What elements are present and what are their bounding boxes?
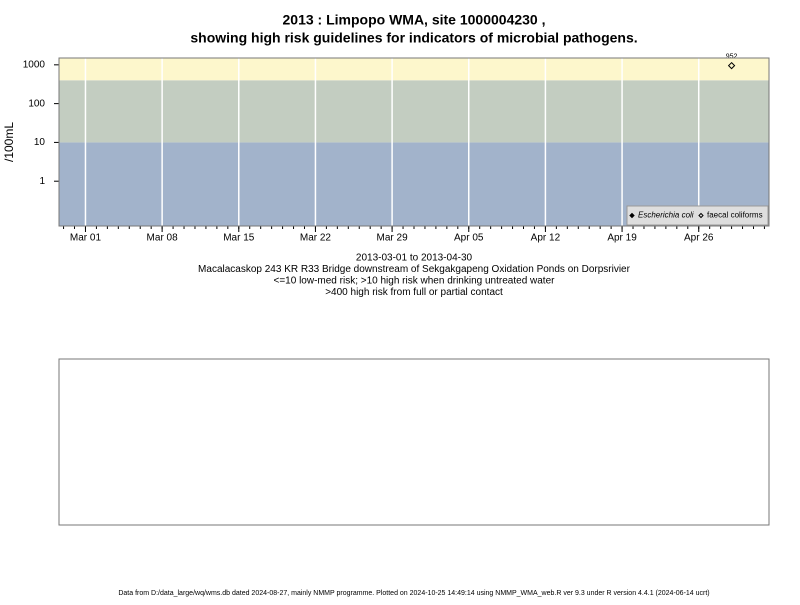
legend-box xyxy=(626,205,769,226)
chart-title: 2013 : Limpopo WMA, site 1000004230 , xyxy=(283,12,546,28)
x-tick-label: Mar 08 xyxy=(147,233,179,244)
plot-frame xyxy=(58,57,770,227)
legend-label: Escherichia coli xyxy=(638,211,694,220)
x-tick-label: Mar 22 xyxy=(300,233,332,244)
empty-panel xyxy=(58,358,770,526)
bands xyxy=(59,58,769,226)
legend-marker xyxy=(698,212,704,219)
y-axis-label: /100mL xyxy=(2,122,16,162)
chart-subtitle: showing high risk guidelines for indicat… xyxy=(190,30,637,46)
x-tick-label: Mar 01 xyxy=(70,233,102,244)
x-tick-label: Apr 05 xyxy=(454,233,484,244)
footer: Data from D:/data_large/wq/wms.db dated … xyxy=(118,590,709,597)
note: >400 high risk from full or partial cont… xyxy=(325,287,503,298)
y-tick-label: 10 xyxy=(34,137,46,148)
point xyxy=(727,61,736,70)
x-tick-label: Mar 29 xyxy=(377,233,409,244)
note: Macalacaskop 243 KR R33 Bridge downstrea… xyxy=(198,264,631,275)
data-label: 952 xyxy=(726,54,738,61)
x-tick-label: Mar 15 xyxy=(223,233,255,244)
marks: 952 Escherichia coli faecal coliforms xyxy=(626,54,769,226)
y-tick-label: 1 xyxy=(39,176,45,187)
y-tick-label: 100 xyxy=(28,98,45,109)
x-tick-label: Apr 19 xyxy=(607,233,637,244)
risk-band xyxy=(59,58,769,81)
grid: 1 10 100 1000 Mar 01 Mar 08 Mar 15 Mar 22 Mar 29… xyxy=(23,58,765,244)
x-tick-label: Apr 12 xyxy=(531,233,561,244)
y-tick-label: 1000 xyxy=(23,59,46,70)
legend-label: faecal coliforms xyxy=(707,211,763,220)
risk-band xyxy=(59,80,769,143)
x-tick-label: Apr 26 xyxy=(684,233,714,244)
note: 2013-03-01 to 2013-04-30 xyxy=(356,253,473,264)
note: <=10 low-med risk; >10 high risk when dr… xyxy=(274,276,556,287)
legend-marker xyxy=(629,212,635,219)
